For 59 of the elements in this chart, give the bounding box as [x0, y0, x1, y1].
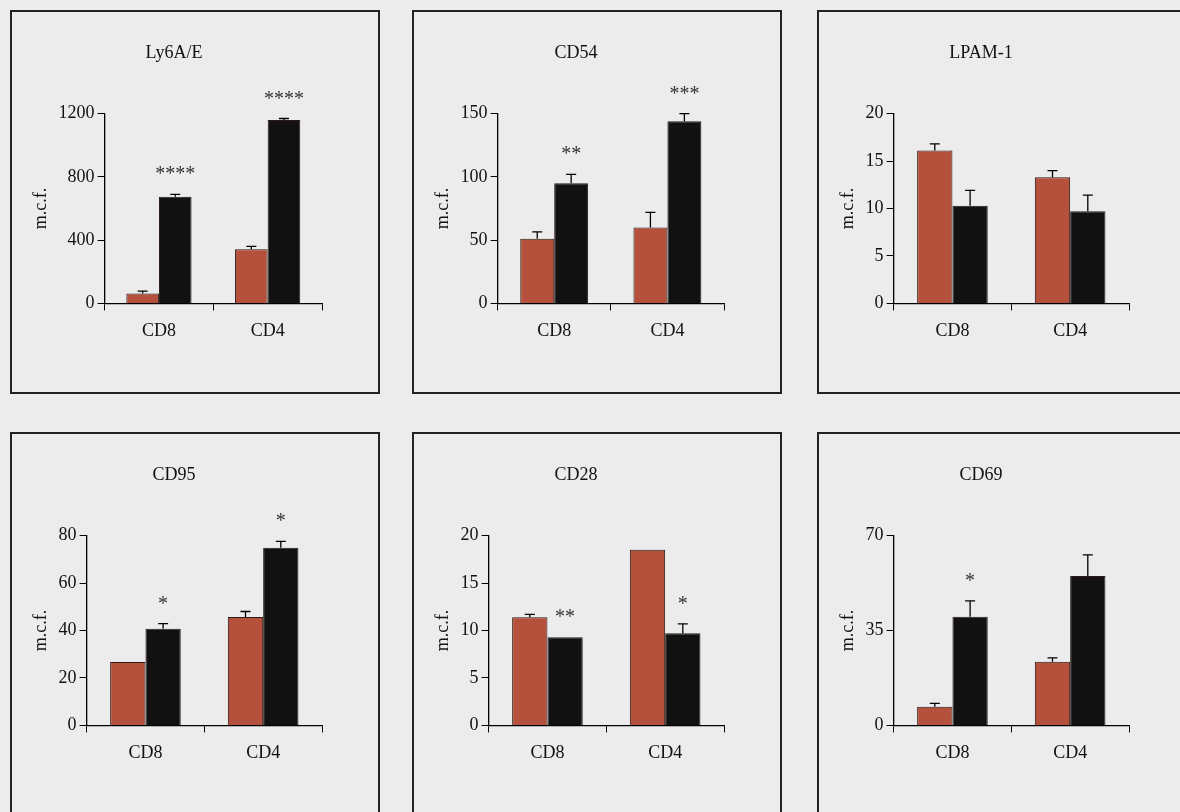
y-axis-title: m.c.f.	[431, 609, 452, 652]
y-tick-label: 15	[865, 149, 884, 170]
y-tick-label: 10	[865, 197, 884, 218]
x-tick-label: CD4	[246, 741, 281, 762]
x-tick-label: CD8	[530, 741, 565, 762]
x-tick-label: CD4	[650, 319, 685, 340]
annotation: *	[965, 568, 976, 591]
y-tick-label: 15	[460, 571, 479, 592]
y-tick-label: 35	[865, 619, 884, 640]
annotation: *	[158, 591, 169, 614]
y-tick-label: 20	[58, 666, 77, 687]
y-tick-label: 800	[67, 165, 95, 186]
y-axis-title: m.c.f.	[29, 187, 50, 230]
y-tick-label: 40	[58, 619, 77, 640]
annotation: **	[555, 605, 576, 628]
annotation: **	[561, 142, 582, 165]
x-tick-label: CD8	[935, 319, 970, 340]
y-tick-label: 0	[478, 292, 488, 313]
y-tick-label: 1200	[58, 102, 95, 123]
y-tick-label: 20	[460, 524, 479, 545]
y-tick-label: 5	[469, 666, 479, 687]
chart-title: CD54	[554, 41, 598, 62]
y-tick-label: 0	[874, 714, 884, 735]
chart-title: CD28	[554, 463, 598, 484]
y-tick-label: 20	[865, 102, 884, 123]
chart-title: CD95	[152, 463, 196, 484]
x-tick-label: CD4	[1053, 319, 1088, 340]
x-tick-label: CD4	[1053, 741, 1088, 762]
y-tick-label: 80	[58, 524, 77, 545]
chart-title: Ly6A/E	[145, 41, 203, 62]
y-tick-label: 400	[67, 228, 95, 249]
annotation: ***	[669, 81, 700, 104]
annotation: ****	[263, 86, 304, 109]
annotation: *	[677, 591, 688, 614]
y-tick-label: 0	[874, 292, 884, 313]
x-tick-label: CD8	[537, 319, 572, 340]
annotation: *	[275, 509, 286, 532]
annotation: ****	[155, 162, 196, 185]
y-tick-label: 0	[67, 714, 77, 735]
y-axis-title: m.c.f.	[29, 609, 50, 652]
y-tick-label: 0	[85, 292, 95, 313]
y-tick-label: 50	[469, 228, 488, 249]
x-tick-label: CD8	[128, 741, 163, 762]
y-axis-title: m.c.f.	[836, 187, 857, 230]
chart-title: CD69	[959, 463, 1003, 484]
y-tick-label: 100	[460, 165, 488, 186]
y-tick-label: 0	[469, 714, 479, 735]
y-tick-label: 60	[58, 571, 77, 592]
y-axis-title: m.c.f.	[836, 609, 857, 652]
x-tick-label: CD8	[141, 319, 176, 340]
chart-title: LPAM-1	[949, 41, 1013, 62]
y-tick-label: 150	[460, 102, 488, 123]
y-tick-label: 70	[865, 524, 884, 545]
y-axis-title: m.c.f.	[431, 187, 452, 230]
x-tick-label: CD4	[648, 741, 683, 762]
y-tick-label: 10	[460, 619, 479, 640]
x-tick-label: CD8	[935, 741, 970, 762]
x-tick-label: CD4	[250, 319, 285, 340]
y-tick-label: 5	[874, 244, 884, 265]
